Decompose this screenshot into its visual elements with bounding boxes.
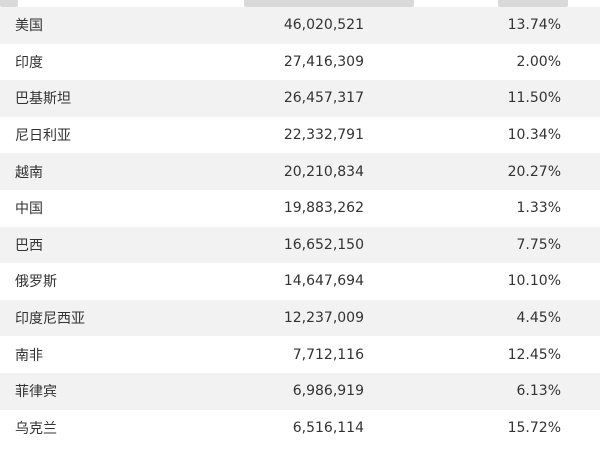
table-row: 尼日利亚 22,332,791 10.34% xyxy=(0,117,600,154)
country-cell: 巴西 xyxy=(15,237,43,254)
percent-cell: 4.45% xyxy=(516,310,561,327)
cases-cell: 14,647,694 xyxy=(283,273,364,290)
country-cell: 南非 xyxy=(15,347,43,364)
percent-cell: 20.27% xyxy=(507,163,561,180)
cases-cell: 19,883,262 xyxy=(283,200,364,217)
percent-cell: 11.50% xyxy=(507,90,561,107)
cases-cell: 6,986,919 xyxy=(292,383,364,400)
country-cell: 乌克兰 xyxy=(15,420,57,437)
percent-cell: 6.13% xyxy=(516,383,561,400)
cases-cell: 46,020,521 xyxy=(283,17,364,34)
table-row: 俄罗斯 14,647,694 10.10% xyxy=(0,263,600,300)
cases-cell: 20,210,834 xyxy=(283,163,364,180)
percent-cell: 12.45% xyxy=(507,346,561,363)
table-row: 菲律宾 6,986,919 6.13% xyxy=(0,373,600,410)
country-cell: 菲律宾 xyxy=(15,384,57,401)
table-row: 南非 7,712,116 12.45% xyxy=(0,336,600,373)
header-fragment xyxy=(244,0,414,7)
country-cell: 巴基斯坦 xyxy=(15,91,71,108)
table-row: 巴基斯坦 26,457,317 11.50% xyxy=(0,80,600,117)
country-cell: 俄罗斯 xyxy=(15,274,57,291)
table-row: 中国 19,883,262 1.33% xyxy=(0,190,600,227)
country-cell: 美国 xyxy=(15,18,43,35)
country-cell: 印度 xyxy=(15,54,43,71)
country-cell: 中国 xyxy=(15,201,43,218)
cases-cell: 26,457,317 xyxy=(283,90,364,107)
table-row: 越南 20,210,834 20.27% xyxy=(0,153,600,190)
table-row: 印度 27,416,309 2.00% xyxy=(0,44,600,81)
table-row: 印度尼西亚 12,237,009 4.45% xyxy=(0,299,600,337)
percent-cell: 7.75% xyxy=(516,236,561,253)
percent-cell: 1.33% xyxy=(516,200,561,217)
cases-cell: 27,416,309 xyxy=(283,53,364,70)
percent-cell: 2.00% xyxy=(516,53,561,70)
table-row: 巴西 16,652,150 7.75% xyxy=(0,226,600,264)
percent-cell: 10.34% xyxy=(507,127,561,144)
country-cell: 尼日利亚 xyxy=(15,128,71,145)
cases-cell: 6,516,114 xyxy=(292,419,364,436)
country-cell: 越南 xyxy=(15,164,43,181)
table-header-cropped xyxy=(0,0,600,7)
cases-cell: 12,237,009 xyxy=(283,310,364,327)
country-cell: 印度尼西亚 xyxy=(15,311,85,328)
percent-cell: 10.10% xyxy=(507,273,561,290)
table-row: 美国 46,020,521 13.74% xyxy=(0,7,600,44)
cases-cell: 7,712,116 xyxy=(292,346,364,363)
percent-cell: 15.72% xyxy=(507,419,561,436)
cases-cell: 22,332,791 xyxy=(283,127,364,144)
header-fragment xyxy=(0,0,18,7)
cases-cell: 16,652,150 xyxy=(283,236,364,253)
percent-cell: 13.74% xyxy=(507,17,561,34)
header-fragment xyxy=(498,0,568,7)
table-row: 乌克兰 6,516,114 15.72% xyxy=(0,410,600,447)
